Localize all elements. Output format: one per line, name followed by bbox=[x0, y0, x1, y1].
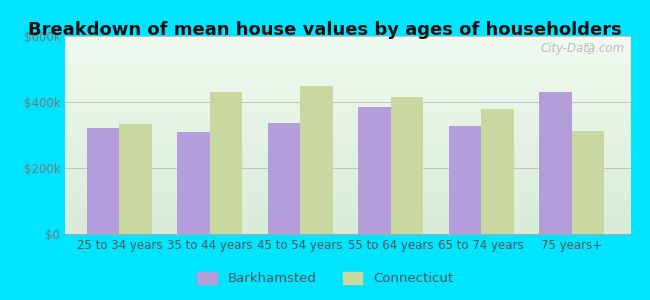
Bar bbox=[391, 97, 423, 234]
Bar bbox=[86, 128, 120, 234]
Text: Breakdown of mean house values by ages of householders: Breakdown of mean house values by ages o… bbox=[28, 21, 622, 39]
Legend: Barkhamsted, Connecticut: Barkhamsted, Connecticut bbox=[192, 266, 458, 290]
Bar bbox=[539, 92, 572, 234]
Bar bbox=[572, 131, 604, 234]
Text: City-Data.com: City-Data.com bbox=[541, 42, 625, 55]
Bar bbox=[177, 132, 210, 234]
Text: ⓘ: ⓘ bbox=[587, 42, 593, 55]
Bar bbox=[300, 86, 333, 234]
Bar bbox=[268, 124, 300, 234]
Bar bbox=[358, 107, 391, 234]
Bar bbox=[448, 126, 481, 234]
Bar bbox=[210, 92, 242, 234]
Bar bbox=[120, 124, 152, 234]
Bar bbox=[481, 109, 514, 234]
